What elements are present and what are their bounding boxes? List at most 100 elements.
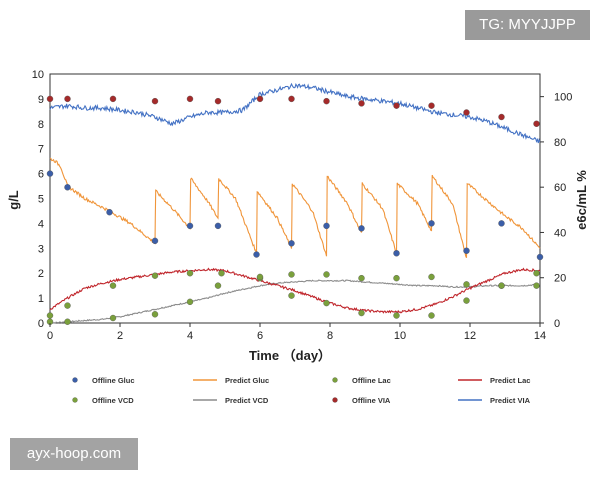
y-right-tick-label: 0 (554, 318, 560, 330)
data-point-offline-lac (186, 270, 194, 277)
legend-label: Predict Gluc (225, 376, 269, 385)
watermark-bottom: ayx-hoop.com (10, 438, 138, 470)
data-point-offline-via (393, 102, 400, 109)
y-right-tick-label: 40 (554, 227, 566, 239)
x-tick-label: 2 (117, 330, 123, 342)
x-tick-label: 4 (187, 330, 193, 342)
data-point-offline-gluc (358, 225, 365, 232)
x-tick-label: 6 (257, 330, 263, 342)
series-line-predict-gluc (49, 157, 541, 259)
legend: Offline Gluc Predict Gluc Offline Lac Predi… (72, 376, 531, 405)
data-point-offline-via (288, 95, 295, 103)
y-axis-left-label: g/L (6, 190, 21, 210)
data-point-offline-gluc (498, 220, 505, 227)
y-left-tick-label: 7 (38, 144, 44, 156)
data-point-offline-vcd (393, 274, 400, 282)
data-point-offline-gluc (253, 251, 260, 258)
y-right-tick-label: 80 (554, 137, 566, 149)
data-point-offline-lac (151, 272, 159, 279)
legend-label: Predict Lac (490, 376, 530, 385)
legend-label: Offline VCD (92, 396, 134, 405)
x-tick-label: 14 (534, 330, 546, 342)
data-point-offline-gluc (151, 237, 159, 245)
data-point-offline-via (323, 97, 330, 105)
legend-marker (332, 397, 338, 403)
y-left-tick-label: 4 (38, 218, 44, 230)
series-lines (49, 82, 541, 325)
legend-marker (72, 397, 78, 403)
data-point-offline-via (498, 113, 505, 121)
legend-label: Predict VIA (490, 396, 531, 405)
data-point-offline-gluc (214, 222, 222, 230)
series-line-predict-via (49, 82, 541, 144)
x-axis-label: Time （day） (249, 348, 331, 363)
data-point-offline-vcd (64, 318, 71, 325)
y-right-tick-label: 60 (554, 182, 566, 194)
data-point-offline-vcd (428, 273, 435, 281)
data-point-offline-vcd (214, 282, 222, 289)
data-point-offline-lac (358, 309, 365, 317)
data-point-offline-via (463, 109, 470, 116)
x-tick-label: 12 (464, 330, 476, 342)
legend-label: Offline Lac (352, 376, 391, 385)
data-point-offline-lac (533, 270, 540, 277)
legend-marker (72, 377, 78, 383)
data-point-offline-lac (428, 312, 435, 319)
data-point-offline-vcd (323, 271, 330, 278)
data-point-offline-lac (288, 292, 295, 299)
data-point-offline-vcd (288, 271, 295, 278)
y-left-tick-label: 5 (38, 194, 44, 206)
x-tick-label: 10 (394, 330, 406, 342)
y-right-tick-label: 20 (554, 273, 566, 285)
series-line-predict-lac (49, 267, 541, 314)
data-point-offline-vcd (358, 274, 365, 282)
data-point-offline-gluc (536, 253, 544, 261)
data-point-offline-vcd (256, 273, 264, 281)
data-point-offline-vcd (463, 281, 470, 288)
data-point-offline-lac (64, 302, 71, 309)
data-point-offline-lac (323, 299, 330, 307)
series-line-predict-vcd (49, 279, 540, 325)
series-markers (46, 95, 544, 325)
y-left-tick-label: 8 (38, 119, 44, 131)
x-tick-label: 0 (47, 330, 53, 342)
data-point-offline-gluc (323, 222, 330, 230)
legend-label: Predict VCD (225, 396, 269, 405)
y-axis-right-label: e6c/mL % (574, 170, 589, 230)
data-point-offline-via (151, 97, 159, 105)
data-point-offline-via (109, 95, 117, 103)
data-point-offline-lac (46, 312, 54, 319)
data-point-offline-via (428, 102, 435, 109)
data-point-offline-gluc (288, 240, 295, 247)
data-point-offline-via (186, 95, 194, 103)
data-point-offline-lac (109, 282, 117, 289)
y-left-tick-label: 9 (38, 94, 44, 106)
data-point-offline-via (533, 120, 540, 128)
data-point-offline-vcd (498, 282, 505, 289)
y-left-tick-label: 0 (38, 318, 44, 330)
plot-frame (49, 73, 541, 324)
data-point-offline-via (358, 100, 365, 107)
data-point-offline-via (46, 95, 54, 103)
legend-label: Offline Gluc (92, 376, 135, 385)
x-tick-label: 8 (327, 330, 333, 342)
data-point-offline-lac (463, 297, 470, 304)
data-point-offline-via (256, 95, 264, 103)
data-point-offline-gluc (393, 250, 400, 257)
data-point-offline-vcd (109, 314, 117, 322)
plot-area-border (49, 73, 541, 324)
legend-label: Offline VIA (352, 396, 391, 405)
data-point-offline-lac (393, 312, 400, 319)
data-point-offline-lac (218, 270, 225, 277)
watermark-top: TG: MYYJJPP (465, 10, 590, 40)
data-point-offline-gluc (46, 170, 54, 177)
data-point-offline-vcd (533, 282, 540, 289)
data-point-offline-gluc (106, 208, 113, 216)
y-left-tick-label: 2 (38, 268, 44, 280)
data-point-offline-vcd (151, 311, 159, 318)
y-left-tick-label: 3 (38, 243, 44, 255)
data-point-offline-gluc (186, 222, 194, 230)
data-point-offline-gluc (463, 247, 470, 254)
data-point-offline-via (214, 97, 222, 105)
